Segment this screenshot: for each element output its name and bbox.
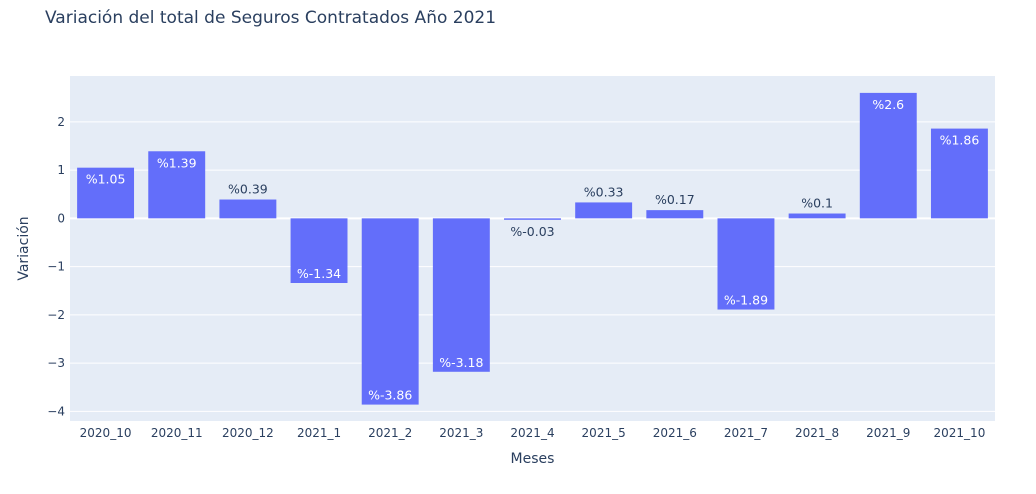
y-tick-label: 2 <box>57 115 65 129</box>
bar-data-label: %0.33 <box>584 184 624 199</box>
data-labels: %1.05 %1.39 %0.39 %-1.34 %-3.86 %-3.18 %-0.03%… <box>86 97 980 403</box>
x-tick-label: 2021_9 <box>866 426 910 440</box>
x-tick-label: 2021_10 <box>934 426 986 440</box>
bar-data-label: %-1.34 <box>297 266 341 281</box>
x-tick-label: 2021_7 <box>724 426 768 440</box>
bar-data-label: %1.05 <box>86 172 126 187</box>
x-tick-label: 2020_12 <box>222 426 274 440</box>
y-axis-title: Variación <box>16 216 32 280</box>
bar <box>77 167 135 219</box>
bar-data-label: %1.86 <box>940 133 980 148</box>
x-tick-label: 2021_8 <box>795 426 839 440</box>
x-tick-label: 2021_5 <box>582 426 626 440</box>
bar-data-label: %-1.89 <box>724 293 768 308</box>
bar <box>361 218 419 405</box>
bar-data-label: %1.39 <box>157 155 197 170</box>
bar <box>717 218 775 310</box>
bar <box>504 218 561 220</box>
y-tick-label: 1 <box>57 163 65 177</box>
x-tick-label: 2021_2 <box>368 426 412 440</box>
x-tick-label: 2021_4 <box>510 426 554 440</box>
x-axis-title: Meses <box>511 451 555 467</box>
bar-data-label: %-3.86 <box>368 388 412 403</box>
bar <box>859 92 917 219</box>
bar <box>788 213 846 219</box>
bar-data-label: %2.6 <box>872 97 904 112</box>
y-tick-label: −1 <box>47 260 65 274</box>
bar <box>646 210 704 219</box>
bar <box>148 151 206 219</box>
bar <box>575 202 633 219</box>
bar <box>219 199 277 219</box>
y-tick-label: 0 <box>57 211 65 225</box>
y-tick-label: −4 <box>47 404 65 418</box>
y-tick-label: −3 <box>47 356 65 370</box>
bar-data-label: %0.1 <box>801 196 833 211</box>
x-axis-ticks: 2020_10 2020_11 2020_12 2021_1 2021_2 2021_3 2… <box>80 426 986 440</box>
bars <box>77 92 988 405</box>
plot-background <box>70 76 995 421</box>
x-tick-label: 2021_3 <box>439 426 483 440</box>
bar <box>290 218 348 283</box>
y-tick-label: −2 <box>47 308 65 322</box>
x-tick-label: 2021_6 <box>653 426 697 440</box>
chart-title: Variación del total de Seguros Contratad… <box>45 8 497 28</box>
bar-data-label: %-0.03 <box>510 224 554 239</box>
x-tick-label: 2020_10 <box>80 426 132 440</box>
bar-data-label: %-3.18 <box>439 355 483 370</box>
bar-data-label: %0.39 <box>228 182 268 197</box>
x-tick-label: 2021_1 <box>297 426 341 440</box>
y-axis-ticks: −4 −3 −2 −1 0 1 2 <box>47 115 65 419</box>
bar-data-label: %0.17 <box>655 192 695 207</box>
bar <box>930 128 988 219</box>
bar <box>432 218 490 372</box>
x-tick-label: 2020_11 <box>151 426 203 440</box>
